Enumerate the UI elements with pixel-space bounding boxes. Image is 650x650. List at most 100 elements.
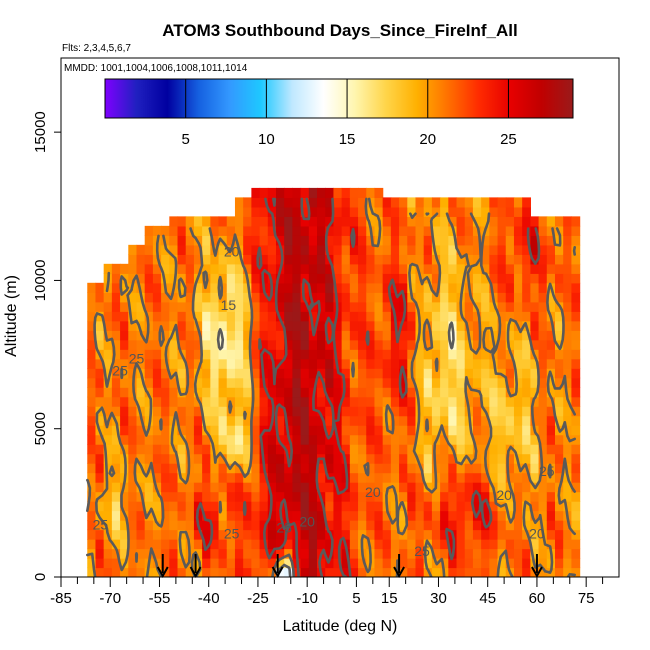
- heatmap-cell: [530, 377, 540, 388]
- heatmap-cell: [431, 263, 441, 274]
- heatmap-cell: [144, 434, 154, 445]
- heatmap-cell: [497, 349, 507, 360]
- heatmap-cell: [275, 529, 285, 540]
- heatmap-cell: [358, 206, 367, 217]
- heatmap-cell: [472, 311, 482, 322]
- heatmap-cell: [243, 320, 252, 331]
- heatmap-cell: [111, 510, 121, 521]
- heatmap-cell: [218, 406, 228, 417]
- heatmap-cell: [284, 368, 294, 379]
- heatmap-cell: [218, 444, 228, 455]
- heatmap-cell: [497, 520, 507, 531]
- heatmap-cell: [489, 415, 499, 426]
- heatmap-cell: [234, 197, 244, 208]
- heatmap-cell: [284, 558, 294, 569]
- heatmap-cell: [275, 368, 285, 379]
- heatmap-cell: [431, 425, 441, 436]
- heatmap-cell: [563, 330, 573, 341]
- heatmap-cell: [87, 320, 97, 331]
- heatmap-cell: [415, 216, 425, 227]
- heatmap-cell: [136, 273, 146, 284]
- heatmap-cell: [489, 320, 499, 331]
- heatmap-cell: [530, 311, 540, 322]
- heatmap-cell: [111, 311, 121, 322]
- heatmap-cell: [218, 472, 228, 483]
- heatmap-cell: [234, 368, 244, 379]
- heatmap-cell: [390, 216, 400, 227]
- heatmap-cell: [546, 320, 556, 331]
- heatmap-cell: [522, 453, 531, 464]
- heatmap-cell: [366, 415, 376, 426]
- heatmap-cell: [177, 453, 187, 464]
- heatmap-cell: [423, 453, 433, 464]
- heatmap-cell: [136, 311, 146, 322]
- heatmap-cell: [390, 377, 400, 388]
- heatmap-cell: [177, 529, 187, 540]
- heatmap-cell: [399, 254, 408, 265]
- heatmap-cell: [399, 425, 408, 436]
- heatmap-cell: [161, 311, 170, 322]
- heatmap-cell: [407, 406, 417, 417]
- heatmap-cell: [243, 529, 252, 540]
- heatmap-cell: [120, 292, 129, 303]
- heatmap-cell: [505, 558, 515, 569]
- heatmap-cell: [481, 244, 490, 255]
- heatmap-cell: [152, 567, 162, 577]
- heatmap-cell: [292, 463, 302, 474]
- heatmap-cell: [226, 482, 236, 493]
- heatmap-cell: [234, 472, 244, 483]
- heatmap-cell: [513, 282, 523, 293]
- heatmap-cell: [464, 387, 474, 398]
- heatmap-cell: [440, 529, 449, 540]
- heatmap-cell: [563, 216, 573, 227]
- heatmap-cell: [341, 491, 351, 502]
- heatmap-cell: [152, 282, 162, 293]
- heatmap-cell: [358, 349, 367, 360]
- heatmap-cell: [300, 501, 310, 512]
- heatmap-cell: [325, 377, 335, 388]
- heatmap-cell: [505, 539, 515, 550]
- heatmap-cell: [472, 206, 482, 217]
- heatmap-cell: [111, 472, 121, 483]
- heatmap-cell: [554, 216, 564, 227]
- heatmap-cell: [366, 377, 376, 388]
- heatmap-cell: [317, 187, 326, 198]
- heatmap-cell: [152, 491, 162, 502]
- heatmap-cell: [259, 244, 269, 255]
- heatmap-cell: [333, 396, 343, 407]
- heatmap-cell: [431, 501, 441, 512]
- heatmap-cell: [300, 368, 310, 379]
- heatmap-cell: [399, 225, 408, 236]
- heatmap-cell: [120, 539, 129, 550]
- heatmap-cell: [292, 301, 302, 312]
- heatmap-cell: [95, 368, 105, 379]
- heatmap-cell: [267, 273, 277, 284]
- heatmap-cell: [267, 368, 277, 379]
- heatmap-cell: [226, 472, 236, 483]
- heatmap-cell: [317, 539, 326, 550]
- heatmap-cell: [103, 539, 113, 550]
- heatmap-cell: [341, 377, 351, 388]
- heatmap-cell: [95, 292, 105, 303]
- heatmap-cell: [308, 453, 318, 464]
- heatmap-cell: [169, 434, 179, 445]
- heatmap-cell: [366, 482, 376, 493]
- heatmap-cell: [333, 244, 343, 255]
- heatmap-cell: [243, 358, 252, 369]
- heatmap-cell: [571, 311, 581, 322]
- heatmap-cell: [464, 225, 474, 236]
- x-tick-label: 60: [529, 590, 546, 607]
- heatmap-cell: [169, 387, 179, 398]
- heatmap-cell: [497, 472, 507, 483]
- heatmap-cell: [423, 292, 433, 303]
- heatmap-cell: [554, 472, 564, 483]
- heatmap-cell: [358, 301, 367, 312]
- heatmap-cell: [103, 453, 113, 464]
- heatmap-cell: [177, 235, 187, 246]
- heatmap-cell: [317, 406, 326, 417]
- heatmap-cell: [218, 311, 228, 322]
- heatmap-cell: [505, 197, 515, 208]
- heatmap-cell: [399, 444, 408, 455]
- heatmap-cell: [144, 377, 154, 388]
- heatmap-cell: [456, 520, 466, 531]
